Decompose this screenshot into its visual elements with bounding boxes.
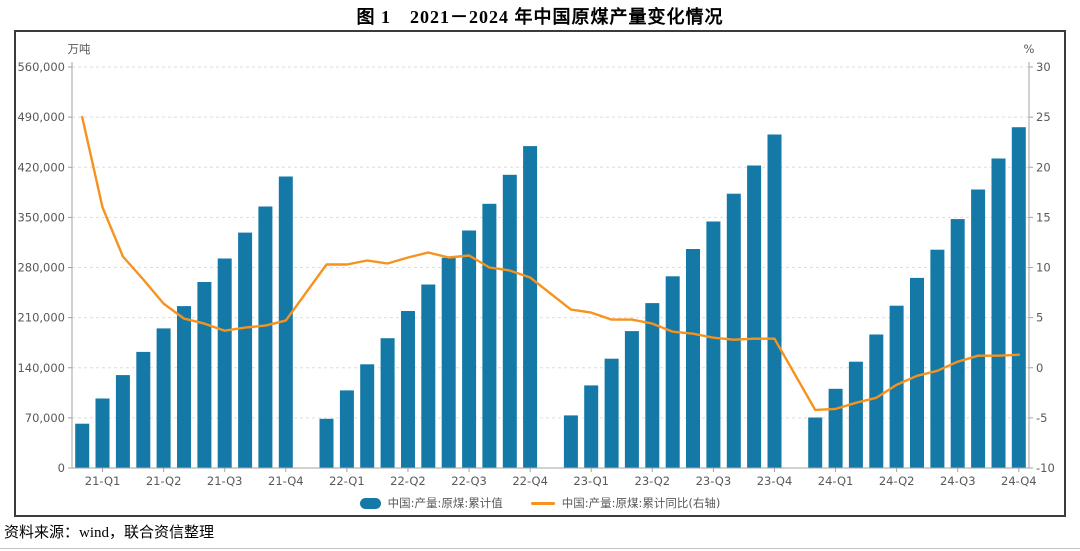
bar-2023-06 — [645, 303, 660, 468]
yoy-line — [80, 115, 1020, 412]
bar-2022-05 — [380, 338, 395, 468]
chart-box: 0 70,000 140,000 210,000 280,000 350,000 420,0… — [14, 30, 1066, 517]
legend-line-swatch — [530, 501, 555, 505]
bar-2024-03 — [828, 388, 843, 468]
right-axis-tick-label: 0 — [1036, 361, 1043, 375]
x-axis-tick-label: 22-Q3 — [451, 474, 487, 488]
right-axis-tick-label: -5 — [1036, 411, 1047, 425]
left-axis-tick-label: 280,000 — [17, 261, 65, 275]
x-axis-tick-label: 23-Q1 — [573, 474, 609, 488]
bar-2021-06 — [156, 328, 171, 468]
right-axis-tick-label: 10 — [1036, 261, 1051, 275]
bar-2023-12 — [767, 134, 782, 468]
x-axis-tick-label: 23-Q4 — [757, 474, 793, 488]
bar-2023-04 — [604, 358, 619, 468]
bar-2022-11 — [502, 174, 517, 469]
bar-2022-03 — [339, 390, 354, 468]
bar-2022-06 — [401, 311, 415, 468]
bar-2023-05 — [624, 331, 639, 468]
bar-2024-11 — [991, 158, 1006, 468]
bar-2024-09 — [950, 219, 965, 468]
bar-2021-10 — [238, 232, 253, 468]
legend-item-yoy-line: 中国:产量:原煤:累计同比(右轴) — [530, 495, 721, 511]
bar-2021-08 — [197, 282, 212, 468]
left-axis-tick-label: 490,000 — [17, 110, 65, 124]
x-axis-tick-label: 24-Q3 — [940, 474, 976, 488]
right-axis-tick-label: 5 — [1036, 311, 1043, 325]
bar-2023-10 — [726, 193, 741, 468]
bar-2024-12 — [1011, 127, 1026, 468]
legend-label-cumulative-output: 中国:产量:原煤:累计值 — [387, 496, 503, 510]
x-axis-tick-label: 24-Q4 — [1001, 474, 1037, 488]
bar-2021-12 — [278, 176, 293, 468]
left-axis-tick-label: 70,000 — [25, 411, 65, 425]
x-axis-tick-label: 23-Q3 — [696, 474, 732, 488]
bar-2021-11 — [258, 206, 273, 468]
x-axis-tick-label: 22-Q2 — [390, 474, 426, 488]
bar-2021-04 — [115, 375, 130, 468]
x-axis-tick-label: 24-Q1 — [818, 474, 854, 488]
left-axis-tick-label: 420,000 — [17, 160, 65, 174]
bar-2021-09 — [217, 258, 232, 468]
bar-2022-08 — [441, 257, 456, 468]
bar-2021-03 — [95, 398, 110, 468]
bar-2023-08 — [686, 249, 700, 468]
x-axis-tick-label: 22-Q1 — [329, 474, 365, 488]
bar-2023-03 — [584, 385, 599, 468]
chart-legend: 中国:产量:原煤:累计值 中国:产量:原煤:累计同比(右轴) — [16, 495, 1064, 511]
figure-title: 图 1 2021－2024 年中国原煤产量变化情况 — [356, 7, 724, 27]
bar-2022-12 — [523, 146, 538, 468]
right-axis-tick-label: 15 — [1036, 210, 1051, 224]
left-axis-tick-label: 0 — [58, 461, 65, 475]
x-axis-tick-label: 22-Q4 — [512, 474, 548, 488]
bar-2023-11 — [747, 165, 762, 468]
bar-2024-04 — [848, 361, 863, 468]
bar-2022-07 — [421, 284, 436, 468]
bar-2024-07 — [910, 277, 924, 468]
chart-svg: 0 70,000 140,000 210,000 280,000 350,000 420,0… — [17, 42, 1055, 488]
bar-2022-10 — [482, 203, 497, 469]
bar-2021-02 — [75, 423, 90, 468]
bar-2022-09 — [462, 230, 477, 468]
bar-2024-08 — [930, 249, 945, 468]
right-axis-tick-label: 25 — [1036, 110, 1051, 124]
right-axis-tick-label: -10 — [1036, 461, 1055, 475]
bar-2024-02 — [808, 417, 823, 468]
bar-2021-05 — [136, 351, 151, 468]
left-axis-tick-label: 210,000 — [17, 311, 65, 325]
x-axis-tick-label: 21-Q3 — [207, 474, 243, 488]
left-axis-tick-label: 560,000 — [17, 60, 65, 74]
x-axis-tick-label: 21-Q2 — [146, 474, 182, 488]
legend-bar-swatch — [359, 497, 381, 509]
bar-2021-07 — [177, 306, 191, 468]
left-axis-unit-label: 万吨 — [68, 42, 91, 56]
left-axis-tick-label: 350,000 — [17, 210, 65, 224]
bar-2022-04 — [360, 364, 375, 468]
bottom-rule — [0, 548, 1080, 549]
legend-item-cumulative-output: 中国:产量:原煤:累计值 — [359, 495, 503, 511]
bar-2024-05 — [869, 334, 884, 468]
x-axis-tick-label: 24-Q2 — [879, 474, 915, 488]
bar-2022-02 — [319, 418, 334, 468]
right-axis-tick-label: 30 — [1036, 60, 1051, 74]
bar-2023-02 — [563, 415, 578, 468]
right-axis-unit-label: % — [1024, 42, 1035, 56]
bar-2024-10 — [971, 189, 986, 468]
source-note: 资料来源：wind，联合资信整理 — [4, 525, 215, 541]
bar-2024-06 — [889, 305, 904, 468]
x-axis-tick-label: 21-Q1 — [85, 474, 121, 488]
legend-label-yoy-line: 中国:产量:原煤:累计同比(右轴) — [561, 496, 721, 510]
x-axis-tick-label: 21-Q4 — [268, 474, 304, 488]
left-axis-tick-label: 140,000 — [17, 361, 65, 375]
x-axis-tick-label: 23-Q2 — [635, 474, 671, 488]
right-axis-tick-label: 20 — [1036, 160, 1051, 174]
bar-2023-07 — [665, 276, 680, 468]
bar-2023-09 — [706, 221, 721, 468]
